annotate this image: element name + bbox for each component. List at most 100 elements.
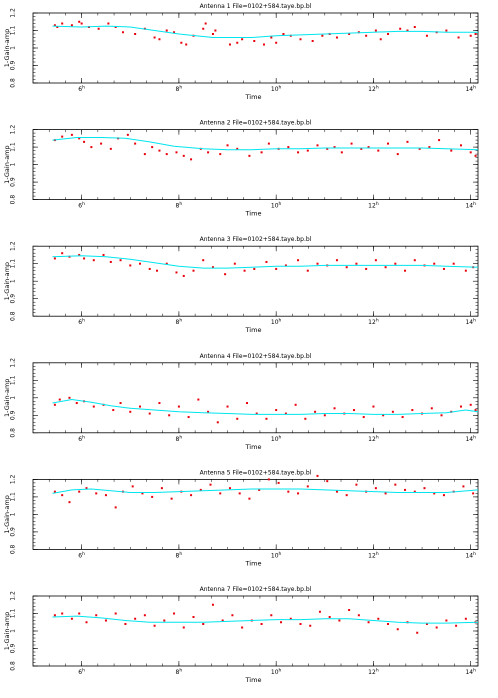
x-tick-label: 6h (78, 201, 85, 210)
data-point (452, 262, 455, 265)
data-point (121, 31, 124, 34)
data-point (323, 414, 326, 417)
data-point (202, 27, 205, 30)
data-point (445, 619, 448, 622)
data-point (226, 405, 229, 408)
data-point (425, 34, 428, 37)
data-point (306, 149, 309, 152)
data-point (226, 144, 229, 147)
data-point (314, 410, 317, 413)
data-point (53, 614, 56, 617)
data-point (202, 259, 205, 262)
data-point (114, 26, 117, 28)
y-tick-label: 1.1 (10, 26, 17, 36)
data-point (377, 617, 380, 620)
data-point (265, 260, 268, 263)
data-point (267, 478, 270, 481)
y-tick-label: 0.8 (10, 78, 17, 88)
data-point (199, 488, 202, 491)
x-tick-label: 6h (78, 668, 85, 677)
data-point (433, 492, 436, 495)
data-point (333, 146, 336, 149)
data-point (284, 264, 287, 267)
data-point (61, 252, 64, 255)
data-point (394, 262, 397, 265)
data-point (182, 154, 185, 157)
data-point (104, 619, 107, 622)
data-point (148, 412, 151, 415)
x-tick-label: 10h (271, 201, 282, 210)
y-tick-label: 1 (10, 279, 17, 283)
data-point (474, 409, 477, 412)
data-point (248, 497, 251, 500)
data-point (53, 403, 56, 406)
y-tick-label: 1 (10, 629, 17, 633)
data-point (219, 492, 222, 495)
data-point (119, 259, 122, 262)
data-point (70, 133, 73, 136)
data-point (231, 614, 234, 617)
data-point (345, 266, 348, 269)
data-point (258, 488, 261, 491)
data-point (340, 151, 343, 154)
data-point (92, 259, 95, 262)
data-point (309, 624, 312, 627)
x-tick-label: 14h (465, 668, 476, 677)
y-axis-label: 1-Gain-amp (3, 612, 11, 650)
data-point (387, 142, 390, 145)
data-point (238, 492, 241, 495)
data-point (379, 38, 382, 41)
x-tick-label: 10h (271, 85, 282, 94)
data-point (85, 487, 88, 490)
data-point (204, 22, 207, 25)
data-point (404, 269, 407, 272)
data-point (165, 262, 168, 265)
data-point (357, 614, 360, 617)
y-tick-label: 1.2 (10, 241, 17, 251)
data-point (348, 33, 351, 35)
data-point (384, 266, 387, 269)
x-tick-label: 14h (465, 85, 476, 94)
data-point (387, 33, 390, 35)
data-point (95, 492, 98, 495)
data-point (83, 257, 86, 260)
data-point (367, 146, 370, 149)
data-point (180, 41, 183, 44)
x-tick-label: 14h (465, 434, 476, 443)
data-point (78, 137, 81, 140)
x-tick-label: 12h (368, 668, 379, 677)
y-tick-label: 1.2 (10, 591, 17, 601)
x-tick-label: 12h (368, 85, 379, 94)
data-point (143, 153, 146, 156)
y-axis-label: 1-Gain-amp (3, 495, 11, 533)
data-point (228, 43, 231, 46)
data-point (382, 414, 385, 417)
data-point (406, 140, 409, 143)
data-point (129, 264, 132, 267)
model-curve (52, 255, 479, 269)
y-tick-label: 0.9 (10, 527, 17, 537)
data-point (287, 490, 290, 493)
data-point (141, 492, 144, 495)
y-tick-label: 1 (10, 46, 17, 50)
data-point (124, 623, 127, 625)
x-axis-label: Time (245, 93, 262, 101)
y-tick-label: 0.8 (10, 428, 17, 438)
data-point (221, 619, 224, 622)
data-point (173, 612, 176, 615)
data-point (316, 474, 319, 477)
data-point (138, 262, 141, 265)
data-point (265, 417, 268, 420)
data-point (241, 38, 244, 41)
data-point (472, 492, 475, 495)
data-point (153, 624, 156, 627)
data-point (418, 147, 421, 150)
plot-frame (32, 12, 479, 84)
data-point (469, 151, 472, 154)
data-point (185, 43, 188, 46)
data-point (299, 623, 302, 625)
data-point (192, 269, 195, 272)
data-point (100, 142, 103, 145)
data-point (202, 623, 205, 625)
data-point (394, 483, 397, 486)
